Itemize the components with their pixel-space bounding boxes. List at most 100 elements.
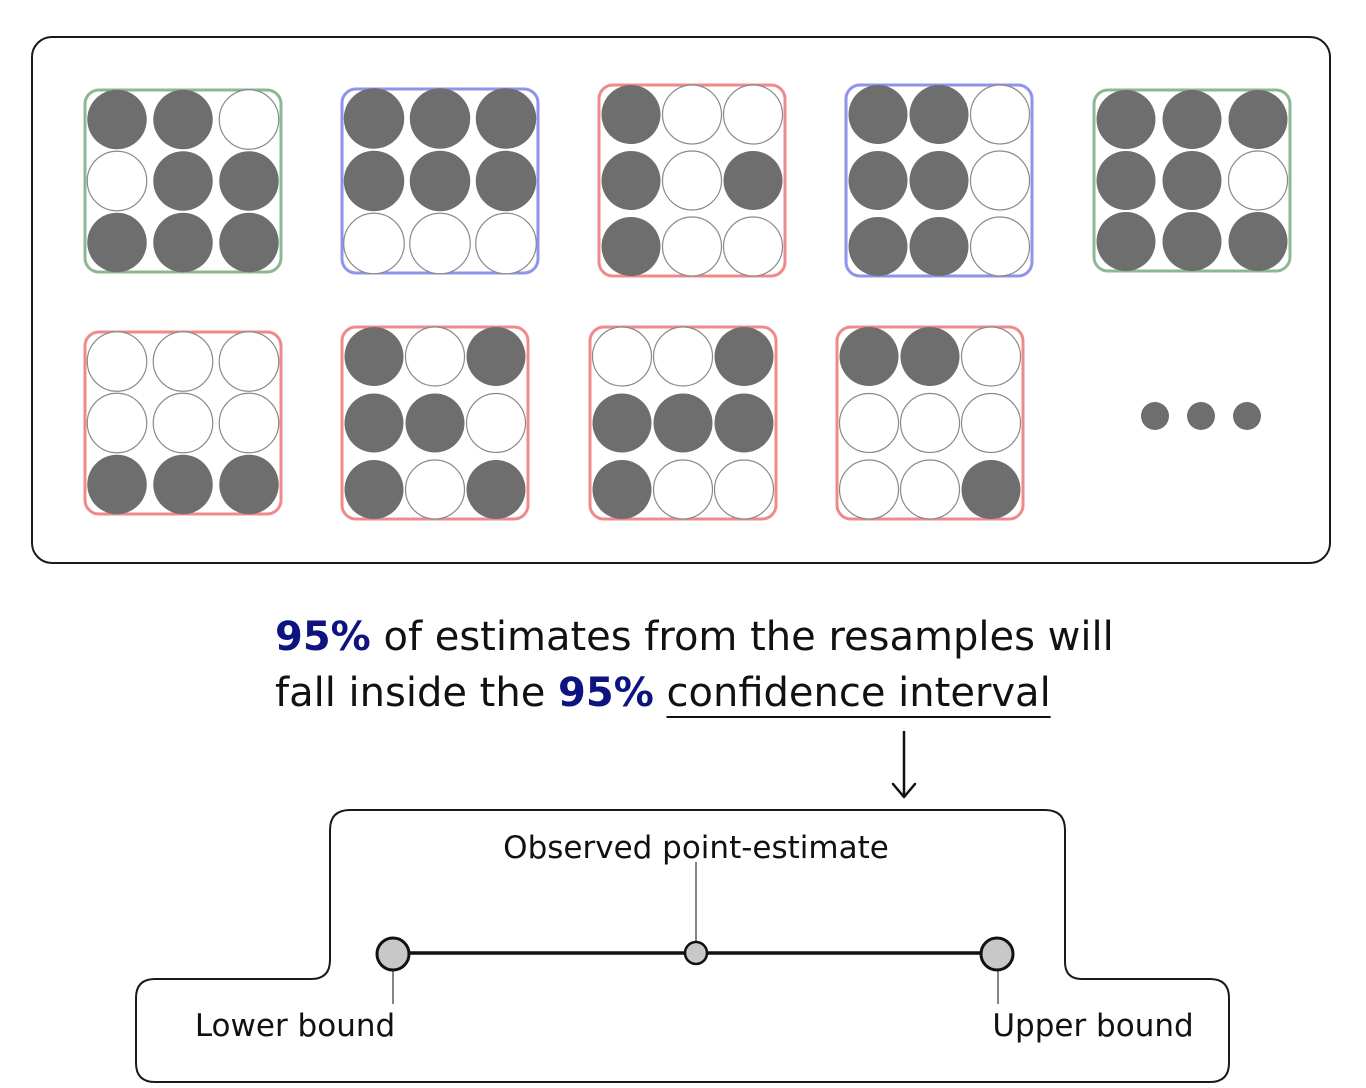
filled-dot: [405, 393, 465, 453]
arrow-down-icon: [891, 731, 917, 799]
upper-bound-label: Upper bound: [992, 1008, 1193, 1044]
empty-dot: [899, 459, 961, 520]
empty-dot: [218, 392, 280, 454]
empty-dot: [713, 459, 775, 520]
filled-dot: [592, 460, 652, 519]
filled-dot: [848, 85, 908, 144]
empty-dot: [969, 150, 1031, 211]
statement-accent-1: 95%: [275, 614, 371, 660]
interval-box: [135, 809, 1230, 1083]
filled-dot: [466, 327, 526, 386]
empty-dot: [86, 392, 148, 454]
statement-accent-2: 95%: [558, 670, 654, 716]
filled-dot: [1096, 151, 1156, 210]
filled-dot: [909, 151, 969, 210]
filled-dot: [87, 454, 147, 515]
filled-dot: [909, 217, 969, 276]
filled-dot: [714, 327, 774, 386]
filled-dot: [961, 460, 1021, 519]
filled-dot: [344, 327, 404, 386]
empty-dot: [899, 392, 961, 454]
filled-dot: [343, 88, 405, 149]
empty-dot: [838, 459, 900, 520]
point-estimate-marker: [683, 940, 709, 966]
filled-dot: [1096, 90, 1156, 149]
filled-dot: [343, 150, 405, 212]
resample-grid: [83, 330, 283, 516]
filled-dot: [592, 393, 652, 453]
filled-dot: [839, 327, 899, 386]
filled-dot: [87, 212, 147, 273]
empty-dot: [218, 331, 280, 392]
filled-dot: [1162, 90, 1222, 149]
empty-dot: [404, 459, 466, 520]
ellipsis-dot: [1187, 402, 1215, 430]
resample-grids: [83, 83, 1292, 521]
ellipsis-dot: [1141, 402, 1169, 430]
filled-dot: [475, 150, 537, 212]
statement-space: [654, 670, 667, 716]
empty-dot: [652, 326, 714, 387]
empty-dot: [409, 212, 471, 275]
empty-dot: [218, 89, 280, 150]
filled-dot: [601, 85, 661, 144]
empty-dot: [343, 212, 405, 275]
filled-dot: [714, 393, 774, 453]
empty-dot: [475, 212, 537, 275]
filled-dot: [219, 212, 279, 273]
filled-dot: [344, 393, 404, 453]
confidence-interval-term: confidence interval: [667, 670, 1051, 716]
point-estimate-label: Observed point-estimate: [503, 830, 889, 866]
empty-dot: [960, 326, 1022, 387]
resample-grid: [1092, 88, 1292, 273]
filled-dot: [219, 151, 279, 211]
resample-grid: [588, 325, 778, 521]
filled-dot: [1228, 212, 1288, 271]
lower-bound-label: Lower bound: [195, 1008, 395, 1044]
resample-grid: [844, 83, 1034, 278]
filled-dot: [1162, 151, 1222, 210]
filled-dot: [219, 454, 279, 515]
empty-dot: [86, 331, 148, 392]
resample-grid: [597, 83, 787, 278]
filled-dot: [1228, 90, 1288, 149]
filled-dot: [153, 89, 213, 150]
statement-line-1: 95% of estimates from the resamples will: [275, 614, 1114, 660]
empty-dot: [86, 150, 148, 212]
filled-dot: [1096, 212, 1156, 271]
empty-dot: [969, 216, 1031, 277]
filled-dot: [909, 85, 969, 144]
filled-dot: [409, 88, 471, 149]
empty-dot: [591, 326, 653, 387]
filled-dot: [900, 327, 960, 386]
filled-dot: [466, 460, 526, 519]
empty-dot: [960, 392, 1022, 454]
filled-dot: [601, 217, 661, 276]
resample-grid: [83, 88, 283, 274]
empty-dot: [152, 331, 214, 392]
filled-dot: [87, 89, 147, 150]
filled-dot: [1162, 212, 1222, 271]
filled-dot: [153, 454, 213, 515]
filled-dot: [409, 150, 471, 212]
resample-grid: [835, 325, 1025, 521]
empty-dot: [152, 392, 214, 454]
filled-dot: [848, 151, 908, 210]
empty-dot: [722, 84, 784, 145]
ellipsis-dot: [1233, 402, 1261, 430]
empty-dot: [465, 392, 527, 454]
filled-dot: [475, 88, 537, 149]
empty-dot: [838, 392, 900, 454]
empty-dot: [661, 84, 723, 145]
empty-dot: [722, 216, 784, 277]
filled-dot: [344, 460, 404, 519]
statement-line-2: fall inside the 95% confidence interval: [275, 670, 1051, 716]
empty-dot: [969, 84, 1031, 145]
filled-dot: [848, 217, 908, 276]
more-resamples-ellipsis: [1141, 402, 1261, 430]
empty-dot: [661, 150, 723, 211]
empty-dot: [404, 326, 466, 387]
statement-text-1: of estimates from the resamples will: [371, 614, 1114, 660]
filled-dot: [601, 151, 661, 210]
